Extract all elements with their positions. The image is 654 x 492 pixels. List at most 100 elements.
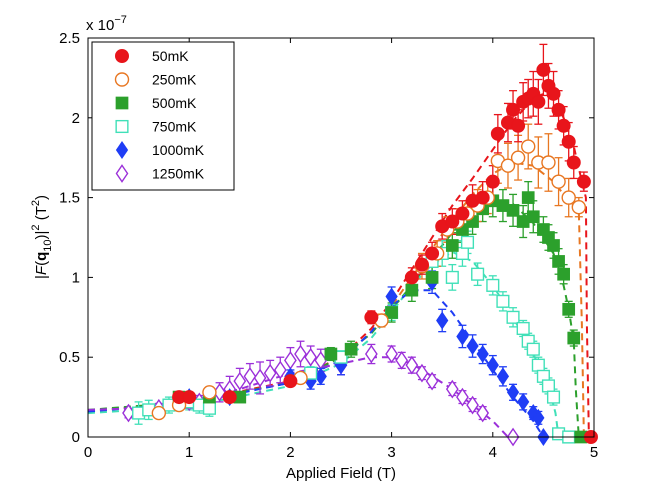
data-point-50mk	[414, 257, 429, 272]
y-label-f: F	[33, 265, 50, 275]
plot-frame	[87, 37, 595, 438]
legend-label-750mk: 750mK	[152, 119, 197, 135]
data-point-500mk	[405, 283, 419, 297]
data-point-50mk	[561, 134, 576, 149]
data-point-1250mk	[273, 360, 287, 380]
data-point-50mk	[425, 246, 440, 261]
y-tick-label: 1.5	[59, 190, 80, 207]
data-point-1250mk	[466, 395, 479, 415]
data-point-50mk	[404, 270, 419, 285]
data-point-500mk	[425, 271, 439, 284]
data-point-1000mk	[496, 367, 510, 386]
data-point-50mk	[485, 174, 500, 189]
y-label-unit: (T	[33, 206, 50, 224]
y-label-sub: 10	[42, 239, 54, 251]
legend-item-250mk: 250mK	[114, 72, 197, 88]
fit-curve-50mk	[87, 92, 590, 438]
x-tick-label: 4	[489, 444, 497, 461]
y-axis-label: |F(q10)|2 (T2)	[30, 195, 54, 279]
data-point-1250mk	[415, 363, 429, 383]
data-point-250mk	[571, 199, 587, 215]
data-point-1250mk	[304, 347, 318, 367]
data-point-50mk	[576, 174, 591, 189]
x-tick-label: 2	[286, 444, 294, 461]
legend-item-1250mk: 1250mK	[115, 164, 205, 183]
data-point-250mk	[551, 174, 566, 189]
legend: 50mK 250mK 500mK 750mK 1000mK 1250mK	[91, 41, 235, 191]
x-axis-label: Applied Field (T)	[286, 465, 396, 482]
data-point-500mk	[324, 347, 338, 361]
y-tick-label: 2	[72, 110, 80, 127]
y-tick-label: 1	[72, 269, 80, 286]
data-point-250mk	[561, 190, 576, 205]
legend-marker-250mk	[114, 72, 130, 87]
legend-item-1000mk: 1000mK	[115, 140, 205, 160]
data-point-1250mk	[253, 368, 267, 388]
y-multiplier-exponent: −7	[114, 14, 127, 26]
y-label-pre: |	[33, 275, 50, 279]
data-point-50mk	[566, 155, 581, 170]
data-point-750mk	[486, 278, 500, 292]
data-point-500mk	[521, 191, 535, 204]
y-label-close: )|	[33, 231, 50, 240]
data-point-500mk	[385, 306, 398, 319]
data-point-750mk	[445, 270, 459, 284]
y-label-unit-sup: 2	[30, 200, 42, 206]
data-point-1250mk	[243, 366, 257, 386]
y-tick-label: 2.5	[59, 30, 80, 47]
data-point-50mk	[506, 102, 521, 117]
data-point-50mk	[551, 102, 566, 117]
data-point-750mk	[526, 342, 540, 356]
data-point-1250mk	[395, 351, 409, 370]
data-point-50mk	[531, 94, 546, 109]
data-point-1000mk	[532, 408, 545, 427]
data-point-750mk	[460, 235, 475, 249]
data-point-1250mk	[445, 379, 459, 399]
data-point-750mk	[471, 267, 485, 281]
data-point-1000mk	[517, 392, 530, 411]
data-point-50mk	[536, 62, 551, 77]
data-point-1250mk	[294, 344, 307, 364]
data-point-250mk	[500, 158, 516, 173]
data-point-500mk	[547, 239, 560, 252]
data-point-50mk	[490, 126, 505, 141]
x-tick-label: 0	[84, 444, 92, 461]
legend-marker-1250mk	[115, 164, 129, 183]
y-label-unit-close: )	[33, 195, 50, 200]
data-point-1000mk	[476, 344, 489, 364]
x-tick-label: 3	[387, 444, 395, 461]
legend-item-500mk: 500mK	[115, 95, 197, 111]
data-point-750mk	[506, 310, 520, 324]
data-point-50mk	[511, 118, 526, 133]
data-point-50mk	[364, 310, 379, 325]
data-point-750mk	[531, 358, 545, 372]
legend-marker-500mk	[115, 96, 129, 110]
data-point-1000mk	[506, 383, 520, 402]
data-point-1250mk	[456, 387, 469, 407]
data-point-50mk	[283, 374, 298, 389]
data-points	[122, 62, 598, 447]
data-point-750mk	[496, 294, 510, 308]
data-point-750mk	[546, 390, 561, 404]
y-label-open: (	[33, 261, 50, 266]
legend-box	[91, 41, 235, 191]
data-point-1250mk	[233, 371, 247, 391]
legend-marker-1000mk	[115, 140, 129, 160]
data-point-50mk	[546, 86, 561, 101]
data-point-1250mk	[263, 363, 277, 383]
data-point-500mk	[344, 342, 358, 356]
y-multiplier: x 10−7	[86, 14, 127, 34]
data-point-1000mk	[466, 337, 479, 356]
legend-marker-50mk	[115, 49, 129, 63]
data-point-500mk	[526, 210, 540, 224]
data-point-750mk	[202, 401, 216, 415]
legend-marker-750mk	[115, 119, 129, 134]
y-tick-label: 0	[72, 429, 80, 446]
y-tick-label: 0.5	[59, 349, 80, 366]
y-multiplier-base: x 10	[86, 17, 114, 34]
data-point-250mk	[510, 150, 526, 165]
data-point-250mk	[541, 155, 556, 170]
data-point-750mk	[541, 379, 556, 393]
legend-item-50mk: 50mK	[115, 48, 189, 64]
